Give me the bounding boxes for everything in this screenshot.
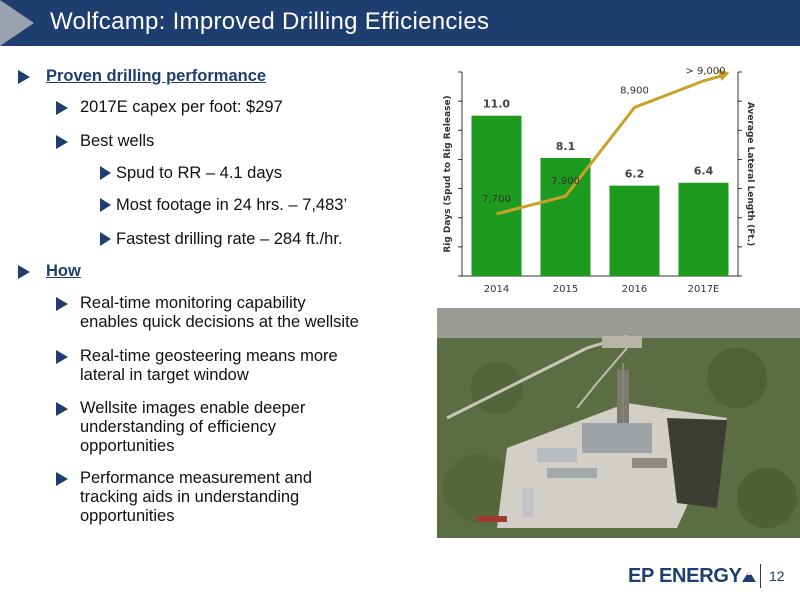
bullet-text: enables quick decisions at the wellsite bbox=[80, 313, 359, 331]
bullet-arrow-icon bbox=[56, 297, 68, 311]
bullet-arrow-icon bbox=[18, 70, 30, 84]
bullet-text: How bbox=[46, 262, 81, 280]
bullet-text: Performance measurement and bbox=[80, 469, 313, 487]
bullet-arrow-icon bbox=[56, 350, 68, 364]
bar-value-label: 8.1 bbox=[556, 140, 576, 153]
bullet-arrow-icon bbox=[100, 198, 111, 212]
bullet-arrow-icon bbox=[56, 472, 68, 486]
bar-value-label: 11.0 bbox=[483, 98, 510, 111]
bullet-level-3: Spud to RR – 4.1 days bbox=[100, 164, 283, 183]
slide-title: Wolfcamp: Improved Drilling Efficiencies bbox=[50, 8, 490, 35]
rig-days-chart: 11.0 2014 8.1 2015 6.2 2016 6.4 2017E 7,700 7,900… bbox=[440, 62, 760, 302]
bullet-level-3: Fastest drilling rate – 284 ft./hr. bbox=[100, 230, 343, 249]
bullet-arrow-icon bbox=[100, 166, 111, 180]
bullet-level-3: Most footage in 24 hrs. – 7,483’ bbox=[100, 196, 348, 215]
bullet-text: Real-time geosteering means more bbox=[80, 347, 338, 365]
footer-divider bbox=[760, 564, 761, 588]
x-tick-label: 2017E bbox=[688, 284, 720, 295]
bar bbox=[678, 182, 729, 276]
bar-value-label: 6.4 bbox=[694, 165, 714, 178]
x-tick-label: 2015 bbox=[553, 284, 578, 295]
bullet-text: opportunities bbox=[80, 507, 175, 525]
chart-svg: 11.0 2014 8.1 2015 6.2 2016 6.4 2017E 7,700 7,900… bbox=[443, 66, 755, 295]
bullet-text: understanding of efficiency bbox=[80, 418, 276, 436]
bullet-arrow-icon bbox=[100, 232, 111, 246]
bullet-text: Fastest drilling rate – 284 ft./hr. bbox=[116, 230, 343, 248]
bullet-text: Real-time monitoring capability bbox=[80, 294, 306, 312]
bullet-level-2: Real-time geosteering means more lateral … bbox=[56, 347, 338, 385]
bullet-text: lateral in target window bbox=[80, 366, 249, 384]
ep-energy-logo: EP ENERGY bbox=[628, 565, 742, 587]
bullet-level-2: 2017E capex per foot: $297 bbox=[56, 98, 283, 117]
bar bbox=[471, 115, 522, 276]
line-arrowhead bbox=[717, 68, 730, 81]
wellsite-photo bbox=[437, 308, 800, 538]
bullet-arrow-icon bbox=[56, 135, 68, 149]
lateral-length-line bbox=[496, 74, 722, 216]
bullet-text: 2017E capex per foot: $297 bbox=[80, 98, 283, 116]
line-value-label: > 9,000 bbox=[685, 66, 725, 77]
line-value-label: 8,900 bbox=[620, 85, 649, 96]
bullet-text: Spud to RR – 4.1 days bbox=[116, 164, 283, 182]
bullet-level-1: Proven drilling performance bbox=[18, 67, 267, 86]
line-value-label: 7,700 bbox=[482, 194, 511, 205]
y2-axis-title: Average Lateral Length (Ft.) bbox=[745, 102, 755, 246]
chevron-icon bbox=[0, 0, 34, 46]
bar-value-label: 6.2 bbox=[625, 168, 645, 181]
bullet-level-2: Best wells bbox=[56, 132, 155, 151]
bullet-text: Wellsite images enable deeper bbox=[80, 399, 306, 417]
bullet-level-2: Performance measurement and tracking aids… bbox=[56, 469, 313, 526]
bullet-text: Proven drilling performance bbox=[46, 67, 267, 85]
bullet-arrow-icon bbox=[56, 101, 68, 115]
drilling-rig-image bbox=[437, 308, 800, 538]
bullet-level-2: Real-time monitoring capability enables q… bbox=[56, 294, 359, 332]
title-bar: Wolfcamp: Improved Drilling Efficiencies bbox=[0, 0, 800, 46]
bar bbox=[609, 185, 660, 276]
bar bbox=[540, 157, 591, 276]
x-tick-label: 2014 bbox=[484, 284, 509, 295]
y-axis-title: Rig Days (Spud to Rig Release) bbox=[443, 95, 453, 252]
bullet-text: Most footage in 24 hrs. – 7,483’ bbox=[116, 196, 348, 214]
bullet-text: tracking aids in understanding bbox=[80, 488, 300, 506]
bullet-arrow-icon bbox=[56, 402, 68, 416]
bullet-level-2: Wellsite images enable deeper understandi… bbox=[56, 399, 306, 456]
logo-mountain-icon bbox=[742, 571, 756, 582]
bullet-text: opportunities bbox=[80, 437, 175, 455]
bullet-level-1: How bbox=[18, 262, 81, 281]
page-number: 12 bbox=[769, 568, 785, 584]
line-value-label: 7,900 bbox=[551, 176, 580, 187]
bullet-text: Best wells bbox=[80, 132, 155, 150]
x-tick-label: 2016 bbox=[622, 284, 647, 295]
bullet-list: Proven drilling performance 2017E capex p… bbox=[18, 67, 359, 526]
bullet-arrow-icon bbox=[18, 265, 30, 279]
